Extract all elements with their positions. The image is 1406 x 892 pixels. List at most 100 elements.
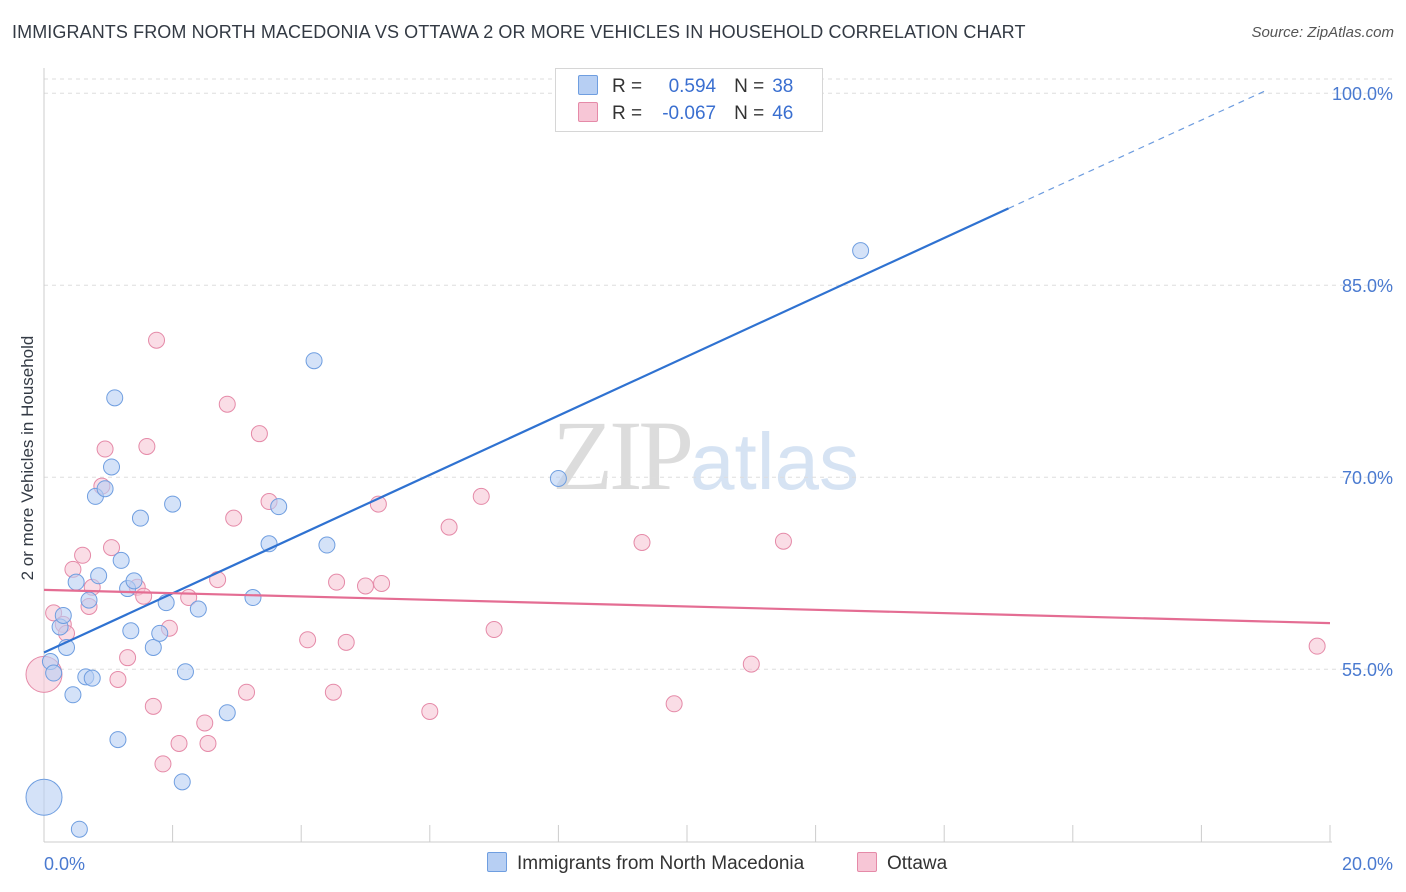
point-north-macedonia <box>67 573 85 591</box>
point-north-macedonia <box>106 389 124 407</box>
legend-row-series1: R = 0.594 N = 38 <box>578 75 793 101</box>
point-north-macedonia <box>83 669 101 687</box>
point-ottawa <box>485 621 503 639</box>
point-north-macedonia <box>25 778 63 816</box>
point-north-macedonia <box>244 589 262 607</box>
point-ottawa <box>119 649 137 667</box>
point-ottawa <box>103 539 121 557</box>
point-north-macedonia <box>164 495 182 513</box>
watermark: ZIPatlas <box>552 398 859 513</box>
trendline-north-macedonia-extension <box>1008 90 1266 209</box>
point-north-macedonia <box>109 731 127 749</box>
point-ottawa <box>373 574 391 592</box>
y-axis-label: 2 or more Vehicles in Household <box>18 336 37 581</box>
legend-swatch-series2 <box>578 102 598 122</box>
point-ottawa <box>324 683 342 701</box>
legend-r-label: R = <box>612 103 643 124</box>
trendline-ottawa <box>43 588 1331 625</box>
legend-n-value: 46 <box>772 103 794 124</box>
point-ottawa <box>225 509 243 527</box>
legend-n-value: 38 <box>772 76 794 97</box>
point-north-macedonia <box>176 663 194 681</box>
legend-r-label: R = <box>612 76 643 97</box>
trendline-north-macedonia <box>43 207 1009 654</box>
x-tick-label-max: 20.0% <box>1342 854 1393 874</box>
point-ottawa <box>250 425 268 443</box>
point-north-macedonia <box>45 664 63 682</box>
legend-r-value: -0.067 <box>662 103 717 124</box>
data-points <box>25 242 1326 838</box>
point-ottawa <box>154 755 172 773</box>
point-north-macedonia <box>305 352 323 370</box>
bottom-legend-swatch-series1 <box>487 852 507 872</box>
y-tick-label: 70.0% <box>1342 468 1393 488</box>
trend-lines <box>43 90 1331 654</box>
watermark-atlas: atlas <box>690 417 859 506</box>
point-north-macedonia <box>80 591 98 609</box>
legend-swatch-series1 <box>578 75 598 95</box>
point-north-macedonia <box>70 820 88 838</box>
point-ottawa <box>144 697 162 715</box>
point-north-macedonia <box>189 600 207 618</box>
point-ottawa <box>357 577 374 595</box>
point-ottawa <box>337 633 355 651</box>
point-ottawa <box>472 487 490 505</box>
point-ottawa <box>96 440 114 458</box>
point-ottawa <box>1308 637 1326 655</box>
point-ottawa <box>109 670 127 688</box>
legend-n-label: N = <box>734 103 765 124</box>
point-ottawa <box>633 533 651 551</box>
point-north-macedonia <box>64 686 82 704</box>
bottom-legend-swatch-series2 <box>857 852 877 872</box>
chart-title: IMMIGRANTS FROM NORTH MACEDONIA VS OTTAW… <box>12 22 1026 42</box>
grid-lines <box>44 78 1394 670</box>
point-ottawa <box>196 714 214 732</box>
point-north-macedonia <box>96 480 114 498</box>
y-tick-label: 100.0% <box>1332 84 1393 104</box>
point-ottawa <box>138 437 156 455</box>
point-ottawa <box>774 532 792 550</box>
legend-row-series2: R = -0.067 N = 46 <box>578 102 793 128</box>
point-ottawa <box>170 734 188 752</box>
point-north-macedonia <box>852 242 870 260</box>
y-tick-label: 55.0% <box>1342 660 1393 680</box>
point-north-macedonia <box>173 773 191 791</box>
y-tick-label: 85.0% <box>1342 276 1393 296</box>
point-north-macedonia <box>549 469 567 487</box>
point-ottawa <box>665 695 683 713</box>
point-north-macedonia <box>103 458 121 476</box>
correlation-legend: R = 0.594 N = 38 R = -0.067 N = 46 <box>555 68 823 132</box>
watermark-zip: ZIP <box>552 400 694 511</box>
point-north-macedonia <box>151 624 169 642</box>
point-north-macedonia <box>54 606 72 624</box>
point-ottawa <box>74 546 92 564</box>
point-ottawa <box>299 631 317 649</box>
bottom-legend-label-series1: Immigrants from North Macedonia <box>517 853 805 874</box>
point-north-macedonia <box>125 572 143 590</box>
bottom-legend-label-series2: Ottawa <box>887 853 948 874</box>
point-north-macedonia <box>144 638 162 656</box>
bottom-legend-series2: Ottawa <box>857 852 947 875</box>
point-ottawa <box>440 518 458 536</box>
source-credit: Source: ZipAtlas.com <box>1251 24 1394 41</box>
point-ottawa <box>218 395 236 413</box>
point-north-macedonia <box>218 704 236 722</box>
point-ottawa <box>328 573 346 591</box>
point-ottawa <box>421 702 439 720</box>
bottom-legend-series1: Immigrants from North Macedonia <box>487 852 804 875</box>
x-tick-label-min: 0.0% <box>44 854 85 874</box>
point-ottawa <box>148 331 166 349</box>
tick-labels: 55.0% 70.0% 85.0% 100.0% 0.0% 20.0% 2 or more … <box>18 84 1393 874</box>
point-north-macedonia <box>90 567 108 585</box>
point-north-macedonia <box>112 551 130 569</box>
legend-r-value: 0.594 <box>668 76 717 97</box>
point-ottawa <box>742 655 760 673</box>
point-ottawa <box>135 587 153 605</box>
point-north-macedonia <box>122 622 140 640</box>
legend-n-label: N = <box>734 76 765 97</box>
point-north-macedonia <box>131 509 149 527</box>
point-north-macedonia <box>270 498 288 516</box>
point-north-macedonia <box>318 536 336 554</box>
axes <box>43 68 1332 843</box>
